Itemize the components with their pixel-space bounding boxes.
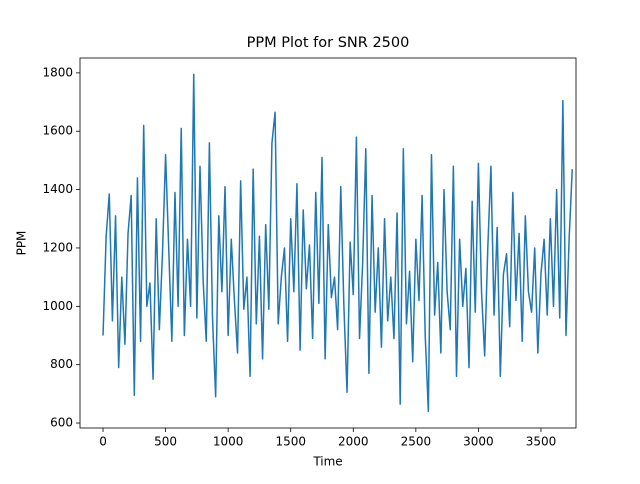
- x-tick-label: 1500: [275, 435, 306, 449]
- y-tick-label: 800: [50, 357, 73, 371]
- chart-title: PPM Plot for SNR 2500: [247, 35, 410, 51]
- y-tick-label: 1600: [42, 124, 73, 138]
- x-tick-label: 500: [154, 435, 177, 449]
- x-tick-label: 0: [99, 435, 107, 449]
- x-tick-label: 1000: [213, 435, 244, 449]
- y-axis-label: PPM: [15, 231, 29, 256]
- y-tick-label: 1800: [42, 65, 73, 79]
- x-tick-label: 2500: [401, 435, 432, 449]
- x-tick-label: 3000: [463, 435, 494, 449]
- x-tick-label: 3500: [526, 435, 557, 449]
- y-tick-label: 1200: [42, 240, 73, 254]
- y-tick-label: 600: [50, 416, 73, 430]
- x-axis-label: Time: [312, 455, 342, 469]
- line-series: [102, 73, 573, 413]
- plot-frame: [79, 57, 577, 429]
- y-tick-label: 1400: [42, 182, 73, 196]
- x-tick-label: 2000: [338, 435, 369, 449]
- y-tick-label: 1000: [42, 299, 73, 313]
